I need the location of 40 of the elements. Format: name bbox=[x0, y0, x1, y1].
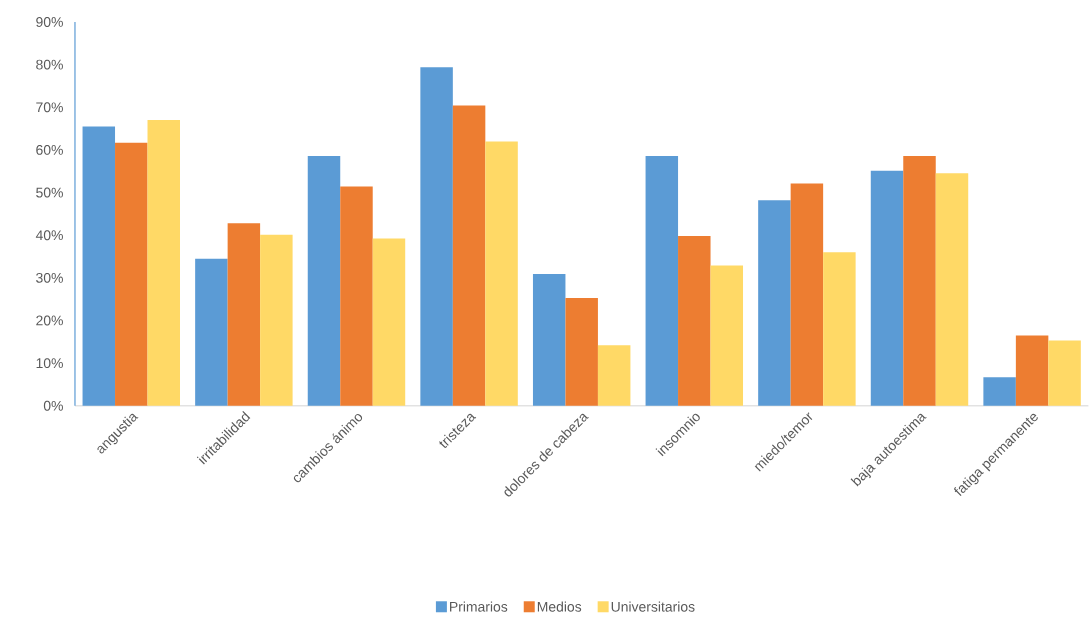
bar bbox=[1015, 335, 1049, 406]
y-tick-label: 0% bbox=[43, 400, 63, 411]
bar bbox=[340, 186, 373, 406]
bar bbox=[870, 170, 904, 406]
y-tick-label: 70% bbox=[36, 102, 63, 113]
legend-label: Medios bbox=[537, 601, 582, 612]
y-tick-label: 80% bbox=[36, 59, 63, 70]
bar bbox=[645, 156, 679, 406]
bar bbox=[260, 234, 293, 406]
bar bbox=[420, 67, 453, 406]
y-tick-label: 50% bbox=[36, 187, 63, 198]
y-tick-label: 60% bbox=[36, 145, 63, 156]
bar bbox=[790, 183, 824, 406]
bar bbox=[307, 156, 341, 406]
y-tick-label: 10% bbox=[36, 358, 63, 369]
bar bbox=[195, 258, 228, 406]
bar bbox=[758, 200, 791, 406]
bar bbox=[147, 120, 180, 406]
y-tick-label: 30% bbox=[36, 273, 63, 283]
bar bbox=[485, 141, 518, 406]
bar bbox=[452, 105, 486, 406]
y-tick-label: 90% bbox=[36, 17, 63, 28]
bar bbox=[903, 156, 936, 406]
bar bbox=[597, 345, 631, 406]
bar bbox=[115, 142, 148, 406]
bar bbox=[532, 274, 566, 406]
bar bbox=[678, 236, 711, 406]
bar bbox=[1048, 340, 1081, 406]
bar bbox=[710, 265, 744, 406]
y-tick-label: 20% bbox=[36, 315, 63, 326]
legend-label: Universitarios bbox=[611, 601, 695, 612]
bar bbox=[823, 252, 856, 406]
legend-label: Primarios bbox=[450, 601, 508, 612]
y-tick-label: 40% bbox=[35, 230, 63, 241]
bar bbox=[983, 377, 1016, 406]
bar bbox=[565, 298, 598, 406]
bar bbox=[227, 223, 261, 406]
bar bbox=[935, 173, 969, 406]
bar bbox=[372, 238, 406, 406]
bar bbox=[82, 126, 116, 406]
